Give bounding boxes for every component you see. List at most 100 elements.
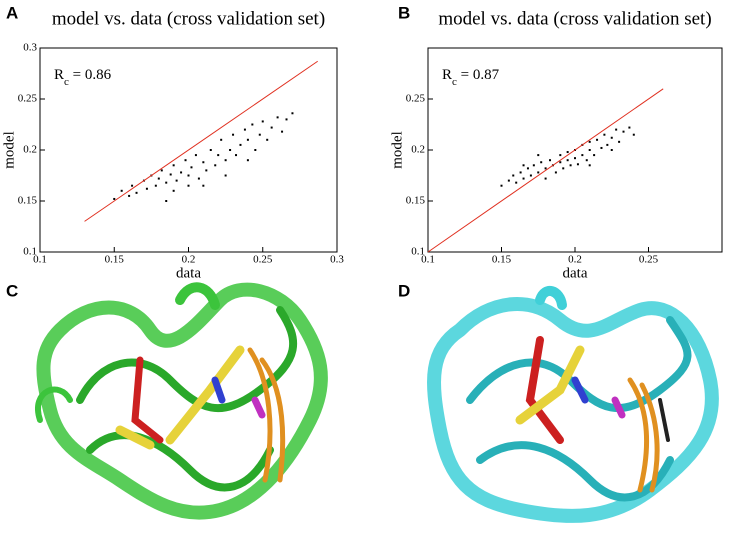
point (235, 154, 238, 157)
point (281, 130, 284, 133)
point (113, 197, 116, 200)
annotation-part: R (442, 67, 452, 83)
point (603, 133, 606, 136)
point (229, 149, 232, 151)
y-tick-label: 0.25 (18, 93, 38, 105)
point (184, 159, 187, 162)
y-axis-label: model (389, 131, 405, 169)
point (190, 166, 193, 169)
y-tick-label: 0.15 (406, 195, 426, 207)
point (224, 159, 227, 162)
point (610, 149, 613, 151)
point (197, 177, 200, 180)
annotation: Rc = 0.86 (54, 67, 112, 87)
point (529, 174, 532, 177)
y-tick-label: 0.2 (411, 144, 425, 156)
x-tick-label: 0.15 (492, 254, 512, 266)
point (180, 171, 183, 174)
point (537, 154, 540, 157)
point (600, 146, 603, 149)
annotation-part: = 0.87 (457, 67, 500, 83)
fit-line (84, 60, 318, 222)
point (205, 169, 208, 172)
point (526, 167, 529, 170)
y-axis-label: model (1, 131, 17, 169)
point (507, 179, 510, 182)
point (593, 154, 596, 157)
protein-c (35, 282, 328, 520)
point (285, 118, 288, 121)
y-tick-label: 0.1 (23, 246, 37, 258)
y-tick-label: 0.2 (23, 144, 37, 156)
point (628, 126, 631, 129)
point (554, 171, 557, 174)
x-tick-label: 0.25 (639, 254, 659, 266)
chart-title: model vs. data (cross validation set) (438, 8, 711, 29)
point (515, 181, 518, 184)
annotation-part: c (452, 76, 457, 88)
point (154, 184, 157, 187)
point (251, 123, 254, 126)
point (165, 200, 168, 202)
point (606, 143, 609, 146)
point (246, 138, 249, 141)
point (574, 157, 576, 160)
point (243, 128, 246, 131)
point (214, 164, 217, 167)
point (217, 154, 220, 157)
point (512, 174, 515, 177)
point (254, 149, 257, 151)
point (500, 184, 503, 187)
point (246, 159, 249, 162)
point (632, 133, 635, 136)
point (522, 164, 525, 167)
point (120, 189, 123, 192)
x-tick-label: 0.1 (421, 254, 435, 266)
point (276, 116, 279, 119)
point (544, 177, 547, 180)
y-tick-label: 0.3 (23, 42, 37, 54)
panel-label: C (6, 281, 18, 300)
y-tick-label: 0.15 (18, 195, 38, 207)
point (239, 143, 242, 146)
x-tick-label: 0.15 (105, 254, 125, 266)
point (187, 174, 190, 177)
point (175, 179, 178, 182)
point (615, 128, 618, 131)
point (172, 189, 175, 192)
point (224, 174, 227, 177)
y-tick-label: 0.1 (411, 246, 425, 258)
panel-label: D (398, 281, 410, 300)
annotation-part: c (64, 76, 69, 88)
x-tick-label: 0.2 (182, 254, 196, 266)
point (566, 151, 569, 154)
point (131, 184, 134, 187)
point (291, 112, 294, 115)
point (588, 149, 591, 151)
point (549, 159, 552, 162)
point (588, 164, 591, 167)
point (270, 126, 273, 129)
point (165, 181, 168, 184)
point (559, 154, 562, 157)
point (202, 161, 205, 164)
annotation-part: = 0.86 (69, 67, 112, 83)
point (559, 161, 562, 164)
point (232, 133, 235, 136)
x-tick-label: 0.1 (33, 254, 47, 266)
point (596, 138, 599, 141)
panel-label: B (398, 3, 410, 22)
point (266, 138, 269, 141)
point (622, 130, 625, 133)
x-axis-label: data (176, 265, 201, 281)
point (562, 167, 565, 170)
point (258, 133, 261, 136)
point (145, 187, 148, 190)
panel-label: A (6, 3, 18, 22)
point (585, 159, 588, 162)
point (187, 184, 190, 187)
point (202, 184, 205, 187)
point (576, 163, 579, 166)
point (519, 171, 522, 174)
